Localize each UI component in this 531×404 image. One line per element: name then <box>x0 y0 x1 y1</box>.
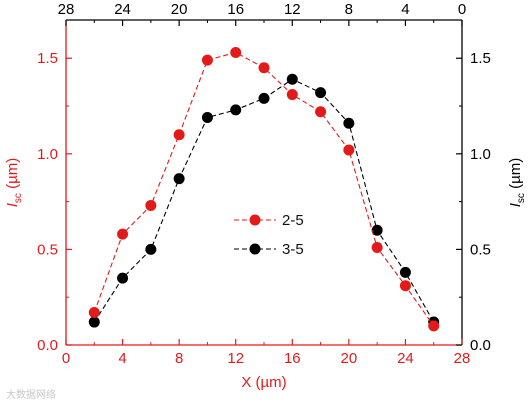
left-y-axis-label-subscript: sc <box>13 193 24 203</box>
left-tick-label: 0.0 <box>37 337 58 354</box>
x-tick-label: 12 <box>227 350 244 367</box>
data-point-2-5 <box>201 54 213 66</box>
x-tick-label: 28 <box>454 350 471 367</box>
x-tick-label: 16 <box>284 350 301 367</box>
x-tick-label: 20 <box>341 350 358 367</box>
top-tick-label: 12 <box>284 1 301 18</box>
data-point-3-5 <box>315 87 327 99</box>
left-y-axis-label-symbol: I <box>4 203 21 207</box>
left-y-axis-label-unit: (µm) <box>4 158 21 193</box>
watermark-text: 大数据网络 <box>6 388 56 401</box>
data-point-3-5 <box>399 266 411 278</box>
data-point-2-5 <box>286 89 298 101</box>
data-point-3-5 <box>88 316 100 328</box>
data-point-2-5 <box>258 62 270 74</box>
right-tick-label: 0.5 <box>470 241 491 258</box>
left-tick-label: 1.0 <box>37 146 58 163</box>
right-tick-label: 1.5 <box>470 50 491 67</box>
top-tick-label: 16 <box>227 1 244 18</box>
top-tick-label: 20 <box>171 1 188 18</box>
data-point-3-5 <box>371 224 383 236</box>
data-point-3-5 <box>258 92 270 104</box>
legend-label: 3-5 <box>282 241 304 258</box>
top-tick-label: 24 <box>114 1 131 18</box>
data-point-3-5 <box>117 272 129 284</box>
x-axis-label: X (µm) <box>241 374 286 391</box>
x-tick-label: 0 <box>62 350 70 367</box>
data-point-2-5 <box>428 320 440 332</box>
data-point-2-5 <box>371 242 383 253</box>
x-tick-label: 4 <box>118 350 126 367</box>
axis-ticks <box>65 20 463 346</box>
right-y-axis-label: Isc (µm) <box>507 158 527 207</box>
data-point-3-5 <box>343 117 355 129</box>
data-point-2-5 <box>117 228 129 240</box>
x-tick-label: 8 <box>175 350 183 367</box>
data-point-3-5 <box>230 104 242 116</box>
series-group <box>88 47 440 332</box>
top-tick-label: 4 <box>401 1 409 18</box>
right-y-axis-label-symbol: I <box>507 203 524 207</box>
top-tick-label: 0 <box>458 1 466 18</box>
axis-labels: X (µm)Isc (µm)Isc (µm) <box>4 158 527 391</box>
right-tick-label: 0.0 <box>470 337 491 354</box>
left-tick-label: 1.5 <box>37 50 58 67</box>
data-point-2-5 <box>173 129 185 141</box>
top-tick-label: 8 <box>345 1 353 18</box>
left-y-axis-label: Isc (µm) <box>4 158 24 207</box>
series-line-3-5 <box>93 78 435 323</box>
left-tick-label: 0.5 <box>37 241 58 258</box>
data-point-3-5 <box>201 112 213 123</box>
data-point-2-5 <box>230 47 242 58</box>
data-point-2-5 <box>399 280 411 292</box>
data-point-2-5 <box>343 144 355 156</box>
legend-marker <box>249 243 261 255</box>
legend-label: 2-5 <box>282 212 304 229</box>
legend-marker <box>249 214 261 226</box>
data-point-2-5 <box>88 307 100 318</box>
data-point-3-5 <box>173 173 185 185</box>
data-point-2-5 <box>315 106 327 118</box>
legend: 2-5 3-5 <box>234 212 304 258</box>
top-tick-label: 28 <box>58 1 75 18</box>
x-tick-label: 24 <box>397 350 414 367</box>
right-y-axis-label-unit: (µm) <box>507 158 524 193</box>
right-tick-label: 1.0 <box>470 146 491 163</box>
data-point-2-5 <box>145 199 157 211</box>
data-point-3-5 <box>286 73 298 85</box>
data-point-3-5 <box>145 243 157 255</box>
right-y-axis-label-subscript: sc <box>516 193 527 203</box>
